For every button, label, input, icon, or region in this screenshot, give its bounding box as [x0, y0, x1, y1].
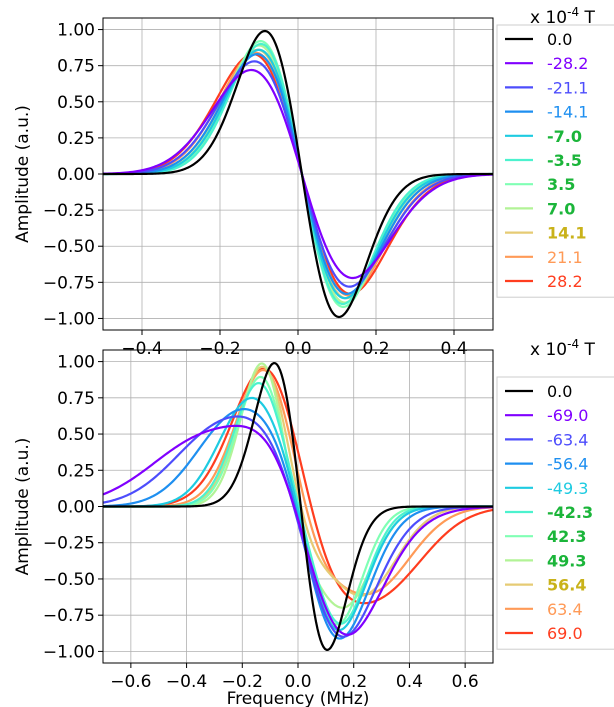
legend-label: 49.3 [547, 551, 586, 570]
legend-title-exponent: -4 [567, 5, 579, 19]
y-tick-label: −1.00 [43, 642, 95, 662]
x-axis-label: Frequency (MHz) [227, 689, 370, 707]
legend-label: 69.0 [547, 624, 583, 643]
y-tick-label: 0.75 [57, 389, 95, 409]
x-tick-label: −0.4 [121, 339, 162, 359]
legend-label: -56.4 [547, 455, 588, 474]
series-line--69.0 [103, 424, 493, 636]
legend-label: 21.1 [547, 248, 583, 267]
y-tick-label: 0.00 [57, 165, 95, 185]
y-tick-label: 1.00 [57, 21, 95, 41]
legend-label: 63.4 [547, 600, 583, 619]
y-tick-label: −0.25 [43, 201, 95, 221]
y-tick-label: −0.75 [43, 273, 95, 293]
y-axis-label: Amplitude (a.u.) [13, 438, 33, 576]
legend-label: -63.4 [547, 430, 588, 449]
series-line-0.0 [103, 29, 493, 319]
legend-label: 0.0 [547, 30, 572, 49]
y-tick-label: −0.25 [43, 534, 95, 554]
legend-title-base: x 10 [530, 340, 567, 360]
legend-label: -42.3 [547, 503, 593, 522]
y-tick-label: −1.00 [43, 309, 95, 329]
legend-box [496, 24, 614, 298]
legend-label: -3.5 [547, 151, 582, 170]
y-tick-label: 0.75 [57, 57, 95, 77]
x-tick-label: −0.2 [222, 672, 263, 692]
y-tick-label: 0.50 [57, 425, 95, 445]
y-tick-label: −0.75 [43, 606, 95, 626]
legend-label: 7.0 [547, 199, 575, 218]
legend-label: 42.3 [547, 527, 586, 546]
y-tick-label: 1.00 [57, 353, 95, 373]
legend-title: x 10-4 T [530, 337, 595, 360]
y-tick-label: 0.50 [57, 93, 95, 113]
x-tick-label: −0.2 [199, 339, 240, 359]
y-axis-label: Amplitude (a.u.) [13, 105, 33, 243]
series-line--49.3 [103, 396, 493, 632]
legend-label: 0.0 [547, 382, 572, 401]
chart-2: 1.00 0.75 0.50 0.25 0.00 −0.25 −0.50 −0.75 −1.00… [13, 337, 614, 707]
legend-title-unit: T [579, 340, 595, 360]
series-line-0.0 [103, 361, 493, 651]
legend-title-unit: T [579, 8, 595, 28]
legend-label: -49.3 [547, 479, 588, 498]
legend-label: -69.0 [547, 406, 588, 425]
x-tick-label: 0.4 [440, 339, 467, 359]
legend-title: x 10-4 T [530, 5, 595, 28]
y-tick-label: 0.25 [57, 129, 95, 149]
y-tick-label: −0.50 [43, 237, 95, 257]
series-line--28.2 [103, 68, 493, 280]
legend-label: 28.2 [547, 272, 583, 291]
y-tick-label: 0.00 [57, 498, 95, 518]
x-tick-label: 0.2 [340, 672, 367, 692]
y-tick-label: 0.25 [57, 461, 95, 481]
y-tick-label: −0.50 [43, 570, 95, 590]
x-tick-label: 0.0 [284, 672, 311, 692]
x-tick-label: 0.0 [284, 339, 311, 359]
legend-label: 14.1 [547, 224, 586, 243]
legend-title-base: x 10 [530, 8, 567, 28]
x-tick-label: 0.6 [452, 672, 479, 692]
legend-label: 56.4 [547, 576, 586, 595]
x-tick-label: −0.4 [166, 672, 207, 692]
x-tick-label: 0.2 [362, 339, 389, 359]
legend-label: -7.0 [547, 127, 582, 146]
series-lines [103, 361, 493, 651]
chart-1: 1.00 0.75 0.50 0.25 0.00 −0.25 −0.50 −0.75 −1.00… [13, 5, 614, 359]
legend-label: -28.2 [547, 54, 588, 73]
legend-label: -14.1 [547, 103, 588, 122]
legend-label: -21.1 [547, 78, 588, 97]
legend-label: 3.5 [547, 175, 575, 194]
x-tick-label: 0.4 [396, 672, 423, 692]
series-lines [103, 29, 493, 319]
legend-title-exponent: -4 [567, 337, 579, 351]
x-tick-label: −0.6 [110, 672, 151, 692]
